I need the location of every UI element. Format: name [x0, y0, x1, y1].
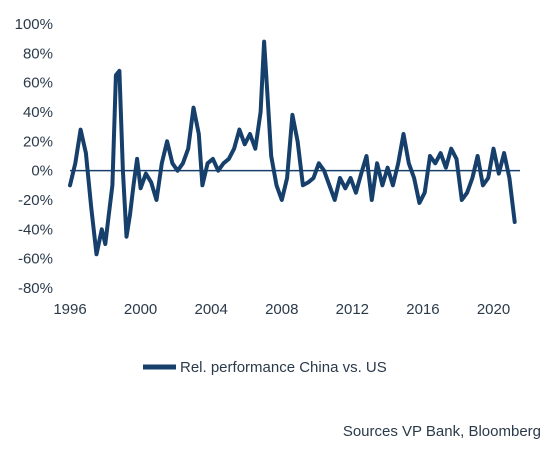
x-tick-label: 2016 — [406, 301, 439, 318]
y-tick-label: 80% — [23, 45, 53, 62]
series-line-china-vs-us — [68, 39, 517, 257]
y-tick-label: 40% — [23, 104, 53, 121]
y-tick-label: -80% — [18, 280, 53, 297]
x-tick-label: 2004 — [194, 301, 227, 318]
y-tick-label: 60% — [23, 75, 53, 92]
x-tick-label: 2008 — [265, 301, 298, 318]
y-tick-label: 20% — [23, 133, 53, 150]
y-tick-label: -60% — [18, 251, 53, 268]
y-axis-ticks: 100% 80% 60% 40% 20% 0% -20% -40% -60% -80% — [15, 16, 53, 297]
y-tick-label: -40% — [18, 221, 53, 238]
x-tick-label: 2020 — [477, 301, 510, 318]
x-axis-ticks: 1996 2000 2004 2008 2012 2016 2020 — [53, 301, 510, 318]
source-note: Sources VP Bank, Bloomberg — [342, 423, 541, 440]
y-tick-label: 0% — [31, 163, 53, 180]
legend-label: Rel. performance China vs. US — [180, 359, 387, 376]
x-tick-label: 1996 — [53, 301, 86, 318]
x-tick-label: 2000 — [124, 301, 157, 318]
y-tick-label: 100% — [15, 16, 53, 33]
y-tick-label: -20% — [18, 192, 53, 209]
legend: Rel. performance China vs. US — [143, 359, 387, 376]
x-tick-label: 2012 — [336, 301, 369, 318]
